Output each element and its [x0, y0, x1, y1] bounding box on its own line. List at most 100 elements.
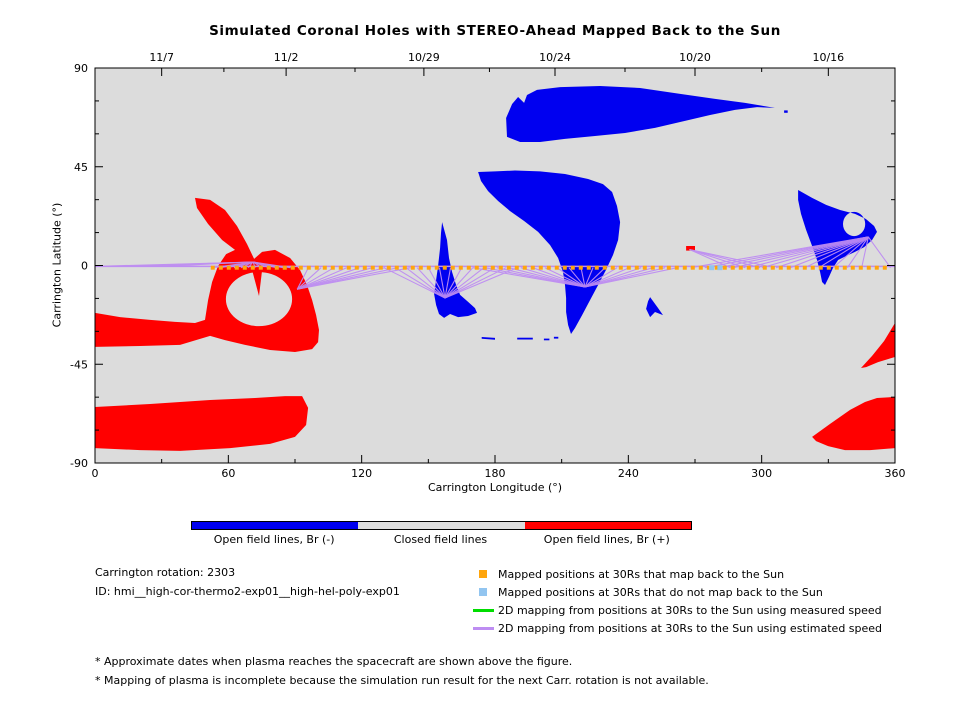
- legend-label: Mapped positions at 30Rs that map back t…: [498, 567, 785, 581]
- coronal-hole-north-polar-fragment: [784, 110, 788, 113]
- mapping-fan-line: [689, 248, 776, 269]
- mapped-position-dot: [610, 265, 615, 270]
- mapped-position-dot: [410, 265, 415, 270]
- estimated-speed-line-icon: [468, 626, 498, 630]
- unmapped-position-dot: [717, 265, 723, 271]
- colorbar-positive-label: Open field lines, Br (+): [543, 533, 670, 546]
- colorbar-positive-segment: [524, 522, 691, 529]
- mapping-fan-line: [761, 236, 869, 269]
- mapped-position-dot: [570, 265, 575, 270]
- axis-ticks: [94, 67, 896, 464]
- mapped-position-dot: [794, 265, 799, 270]
- mapped-position-dot: [842, 265, 847, 270]
- mapped-position-dot: [538, 265, 543, 270]
- mapping-fan-line: [733, 236, 869, 269]
- y-tick-label: -90: [70, 457, 88, 470]
- coronal-hole-west-hole-with-ring: [95, 197, 319, 352]
- mapping-fan-line: [584, 267, 618, 288]
- top-date-label: 10/29: [408, 51, 440, 64]
- mapping-fan-line: [296, 267, 335, 290]
- mapped-position-dot: [330, 265, 335, 270]
- mapped-position-dot: [690, 265, 695, 270]
- mapping-fan-line: [444, 267, 496, 299]
- mapping-fan-line: [556, 267, 586, 288]
- legend-item-unmapped: Mapped positions at 30Rs that do not map…: [468, 583, 882, 601]
- mapping-fan-line: [444, 267, 485, 299]
- field-line-colorbar: [191, 521, 692, 530]
- x-tick-label: 180: [485, 467, 506, 480]
- mapping-fan-line: [846, 236, 869, 269]
- top-date-label: 11/2: [274, 51, 299, 64]
- mapping-fan-line: [427, 267, 446, 299]
- mapping-fan-line: [532, 267, 586, 288]
- x-tick-label: 60: [221, 467, 235, 480]
- mapping-fan-line: [405, 267, 446, 299]
- x-tick-label: 120: [351, 467, 372, 480]
- mapped-position-dot: [274, 265, 279, 270]
- colorbar-closed-label: Closed field lines: [393, 533, 488, 546]
- mapped-position-dot: [594, 265, 599, 270]
- mapping-fan-line: [444, 267, 507, 299]
- mapping-fan-line: [584, 267, 606, 288]
- coronal-hole-thin-dash-2: [517, 337, 533, 340]
- mapped-position-dot: [674, 265, 679, 270]
- axis-tick-labels: 0 60 120 180 240 300 360 90 45 0 -45 -90 11/7 11/2 10/…: [70, 51, 905, 480]
- mapping-fan-line: [297, 267, 347, 290]
- mapped-position-dot: [514, 265, 519, 270]
- mapping-fan-line: [444, 267, 474, 299]
- mapped-position-dot: [458, 265, 463, 270]
- mapped-position-dot: [834, 265, 839, 270]
- coronal-hole-thin-dash-1: [481, 337, 495, 340]
- mapping-fan-line: [520, 267, 586, 288]
- mapping-fan-line: [297, 267, 360, 290]
- coronal-hole-central-hole: [478, 170, 621, 334]
- mapping-fan-line: [689, 248, 731, 269]
- mapped-position-dot: [602, 265, 607, 270]
- mapped-position-dot: [618, 265, 623, 270]
- mapped-position-dot: [266, 265, 271, 270]
- open-field-negative-regions: [434, 86, 877, 341]
- mapped-position-dot: [418, 265, 423, 270]
- mapped-position-dot: [338, 265, 343, 270]
- carrington-rotation-text: Carrington rotation: 2303: [95, 566, 236, 579]
- mapped-position-dot: [634, 265, 639, 270]
- plot-area: 0 60 120 180 240 300 360 90 45 0 -45 -90 11/7 11/2 10/…: [70, 51, 905, 480]
- unmapped-position-dots: [709, 265, 723, 271]
- unmapped-position-dot: [709, 265, 715, 271]
- mapping-fan-line: [689, 248, 746, 269]
- colorbar-closed-segment: [358, 522, 525, 529]
- mapped-position-dot: [362, 265, 367, 270]
- mapped-position-dot: [466, 265, 471, 270]
- mapped-position-dot: [498, 265, 503, 270]
- coronal-hole-small-triangle-hole: [646, 297, 663, 318]
- figure-title: Simulated Coronal Holes with STEREO-Ahea…: [209, 23, 781, 39]
- coronal-hole-west-hole-spike: [252, 270, 263, 296]
- mapped-position-dot: [474, 265, 479, 270]
- mapped-position-dot: [874, 265, 879, 270]
- coronal-hole-north-polar-hole: [506, 86, 775, 142]
- top-date-label: 11/7: [149, 51, 174, 64]
- coronal-hole-tiny-positive-mark: [686, 246, 695, 251]
- mapping-fan-line: [444, 267, 463, 299]
- mapping-fans: [94, 236, 892, 299]
- mapped-position-dot: [882, 265, 887, 270]
- footnote-dates: * Approximate dates when plasma reaches …: [95, 655, 573, 668]
- mapped-position-dot: [858, 265, 863, 270]
- colorbar-negative-label: Open field lines, Br (-): [213, 533, 335, 546]
- mapping-fan-line: [161, 261, 254, 267]
- mapped-position-dot: [322, 265, 327, 270]
- mapping-fan-line: [508, 267, 586, 288]
- open-field-positive-regions: [95, 197, 895, 451]
- mapped-position-dot: [562, 265, 567, 270]
- y-tick-label: 0: [81, 260, 88, 273]
- mapped-position-dot: [394, 265, 399, 270]
- mapped-position-dot: [506, 265, 511, 270]
- mapped-position-dot: [826, 265, 831, 270]
- mapped-position-dot: [402, 265, 407, 270]
- measured-speed-line-icon: [468, 608, 498, 612]
- top-date-label: 10/20: [679, 51, 711, 64]
- mapped-position-dot: [850, 265, 855, 270]
- mapping-fan-line: [804, 236, 869, 269]
- mapped-position-dot: [314, 265, 319, 270]
